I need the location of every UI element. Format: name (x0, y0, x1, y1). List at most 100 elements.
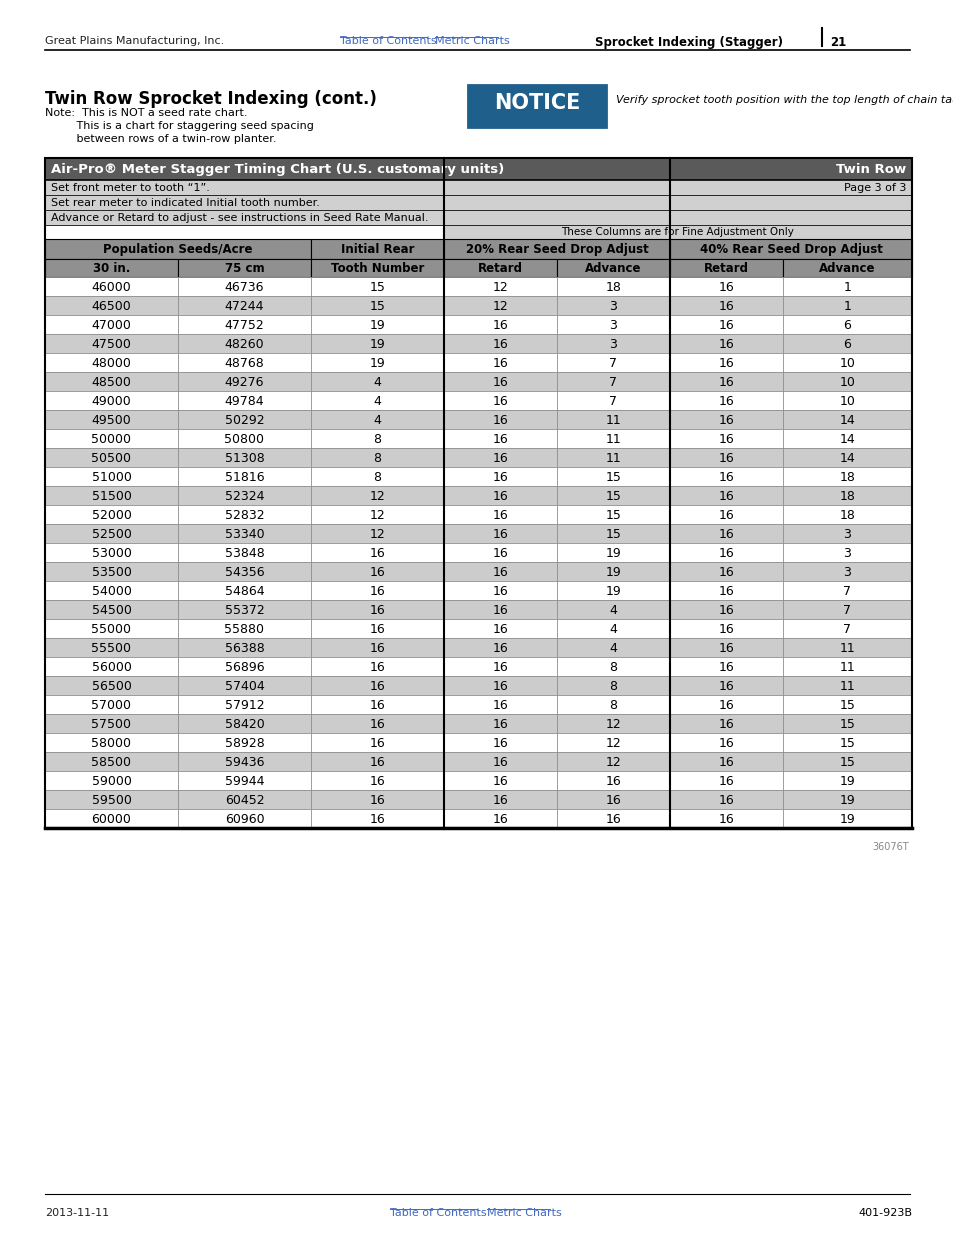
Bar (311, 315, 443, 333)
Text: 16: 16 (718, 566, 734, 579)
Text: Advance: Advance (584, 262, 641, 275)
Bar (557, 487, 669, 505)
Text: 56000: 56000 (91, 661, 132, 674)
Text: 52832: 52832 (225, 509, 264, 522)
Bar (669, 487, 782, 505)
Bar (782, 277, 911, 296)
Bar (443, 296, 557, 315)
Text: 16: 16 (492, 622, 508, 636)
Bar (557, 734, 669, 752)
Bar (178, 657, 311, 676)
Text: 1: 1 (842, 282, 850, 294)
Bar (45, 210, 911, 225)
Bar (311, 600, 443, 619)
Bar (557, 372, 669, 391)
Text: 50000: 50000 (91, 433, 132, 446)
Bar (557, 353, 669, 372)
Bar (669, 524, 782, 543)
Bar (669, 734, 782, 752)
Bar (45, 638, 178, 657)
Text: 53000: 53000 (91, 547, 132, 559)
Text: 16: 16 (492, 642, 508, 655)
Bar (669, 448, 782, 467)
Text: 36076T: 36076T (871, 842, 908, 852)
Bar (311, 448, 443, 467)
Bar (45, 448, 178, 467)
Text: 16: 16 (718, 395, 734, 408)
Text: 16: 16 (492, 680, 508, 693)
Text: 58928: 58928 (224, 737, 264, 750)
Text: 57500: 57500 (91, 718, 132, 731)
Text: 16: 16 (492, 661, 508, 674)
Bar (178, 695, 311, 714)
Bar (178, 505, 311, 524)
Text: 54500: 54500 (91, 604, 132, 618)
Text: 4: 4 (609, 622, 617, 636)
Text: 16: 16 (492, 509, 508, 522)
Bar (443, 714, 557, 734)
Text: 16: 16 (718, 547, 734, 559)
Text: 16: 16 (718, 338, 734, 351)
Text: 15: 15 (605, 509, 620, 522)
Text: 16: 16 (605, 813, 620, 826)
Text: 16: 16 (492, 433, 508, 446)
Text: 19: 19 (369, 319, 385, 332)
Bar (557, 505, 669, 524)
Bar (45, 315, 178, 333)
Text: 11: 11 (605, 433, 620, 446)
Bar (557, 580, 669, 600)
Text: Metric Charts: Metric Charts (486, 1208, 561, 1218)
Bar (782, 505, 911, 524)
Text: 12: 12 (605, 756, 620, 769)
Bar (443, 657, 557, 676)
Bar (669, 771, 782, 790)
Bar (178, 487, 311, 505)
Text: 16: 16 (492, 529, 508, 541)
Bar (468, 85, 605, 127)
Bar (178, 790, 311, 809)
Bar (669, 714, 782, 734)
Bar (782, 657, 911, 676)
Bar (311, 259, 443, 277)
Text: 59436: 59436 (225, 756, 264, 769)
Bar (45, 353, 178, 372)
Text: 16: 16 (492, 604, 508, 618)
Text: 3: 3 (842, 547, 850, 559)
Text: 16: 16 (369, 794, 385, 806)
Text: 58420: 58420 (224, 718, 264, 731)
Text: 16: 16 (492, 794, 508, 806)
Text: 56500: 56500 (91, 680, 132, 693)
Text: Set rear meter to indicated Initial tooth number.: Set rear meter to indicated Initial toot… (51, 198, 319, 207)
Text: 18: 18 (605, 282, 620, 294)
Bar (178, 467, 311, 487)
Text: 15: 15 (605, 529, 620, 541)
Bar (311, 809, 443, 827)
Text: These Columns are for Fine Adjustment Only: These Columns are for Fine Adjustment On… (561, 227, 794, 237)
Text: 16: 16 (369, 699, 385, 713)
Bar (782, 333, 911, 353)
Bar (45, 429, 178, 448)
Bar (443, 600, 557, 619)
Text: 16: 16 (492, 585, 508, 598)
Bar (311, 734, 443, 752)
Bar (45, 158, 911, 180)
Bar (443, 372, 557, 391)
Text: 20% Rear Seed Drop Adjust: 20% Rear Seed Drop Adjust (465, 243, 648, 256)
Text: 16: 16 (718, 282, 734, 294)
Text: Great Plains Manufacturing, Inc.: Great Plains Manufacturing, Inc. (45, 36, 224, 46)
Bar (45, 695, 178, 714)
Bar (557, 259, 669, 277)
Text: 15: 15 (605, 490, 620, 503)
Bar (782, 580, 911, 600)
Text: 49784: 49784 (225, 395, 264, 408)
Bar (557, 410, 669, 429)
Bar (45, 809, 178, 827)
Text: 10: 10 (839, 395, 855, 408)
Text: 2013-11-11: 2013-11-11 (45, 1208, 109, 1218)
Text: 16: 16 (492, 414, 508, 427)
Bar (557, 467, 669, 487)
Bar (443, 353, 557, 372)
Bar (669, 240, 911, 259)
Bar (669, 315, 782, 333)
Text: 51308: 51308 (224, 452, 264, 466)
